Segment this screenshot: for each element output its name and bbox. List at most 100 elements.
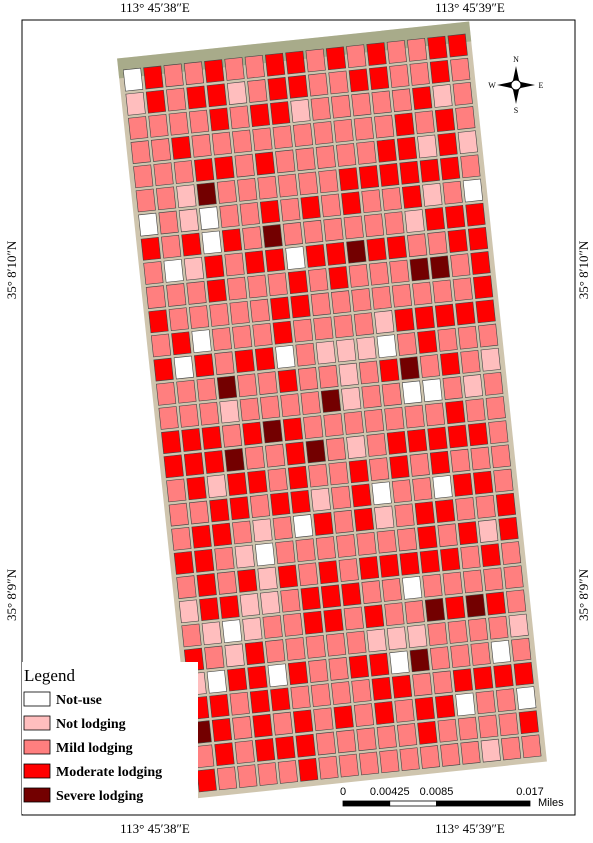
plot [363,213,385,238]
plot [178,208,199,233]
plot [277,369,298,393]
plot [460,545,481,570]
plot [267,77,288,101]
plot [310,683,331,708]
plot [437,718,458,743]
plot [384,406,405,431]
plot [308,463,329,488]
plot [450,448,471,473]
plot [452,82,473,106]
plot [176,379,197,404]
plot [480,543,501,567]
plot [257,762,278,786]
plot [399,747,420,771]
plot [462,178,484,203]
plot [211,718,233,742]
plot [465,593,486,618]
plot [478,323,499,348]
plot [295,733,316,758]
plot [356,336,377,361]
plot [363,408,385,433]
plot [366,237,387,262]
plot [214,546,235,571]
plot [196,768,217,793]
plot [478,519,499,543]
plot [328,70,349,95]
plot [341,386,362,411]
plot [275,149,296,174]
plot [399,160,420,185]
legend-label: Not lodging [56,717,126,732]
plot [265,248,286,273]
plot [221,228,243,253]
plot [457,716,479,741]
plot [176,184,197,209]
plot [328,266,349,290]
plot [224,448,245,472]
plot [153,162,174,186]
plot [188,109,210,134]
plot [272,125,293,150]
plot [336,338,357,363]
plot [452,472,473,497]
plot [333,314,354,339]
plot [381,578,402,602]
plot [191,133,212,158]
plot [318,755,339,780]
plot [280,588,301,613]
plot [237,764,258,789]
plot [341,191,362,216]
plot [305,635,326,659]
plot [270,687,291,712]
plot [186,476,207,501]
plot [447,620,468,644]
plot [399,551,420,576]
plot [183,256,205,281]
compass-label: W [488,81,496,90]
plot [336,143,357,167]
plot [485,591,506,616]
plot [488,615,509,640]
plot [323,608,344,633]
plot [455,497,476,521]
plot [475,494,496,519]
plot [293,709,314,734]
plot [369,652,390,677]
plot [199,401,220,426]
plot [488,420,509,445]
plot [199,206,220,231]
plot [351,288,372,312]
plot [384,211,405,236]
plot [447,229,468,253]
plot [455,301,476,326]
plot [290,99,311,123]
plot [407,37,428,62]
coord-label: 35° 8′9″N [4,568,19,621]
plot [500,541,522,565]
plot [145,285,167,309]
plot [297,171,319,196]
plot [242,226,263,250]
plot [450,253,471,277]
plot [374,310,395,334]
plot [353,116,374,141]
plot [143,261,164,285]
plot [427,426,448,451]
plot [348,654,369,679]
plot [262,224,283,248]
plot [376,138,397,163]
plot [161,234,182,259]
plot [122,67,144,92]
plot [229,300,250,325]
plot [270,492,291,516]
plot [224,643,245,668]
compass-label: S [514,106,518,115]
plot [412,477,433,501]
plot [254,542,276,567]
plot [511,637,532,662]
plot [320,193,342,218]
plot [409,257,430,282]
plot [379,749,400,774]
plot [333,509,354,534]
plot [440,156,461,181]
